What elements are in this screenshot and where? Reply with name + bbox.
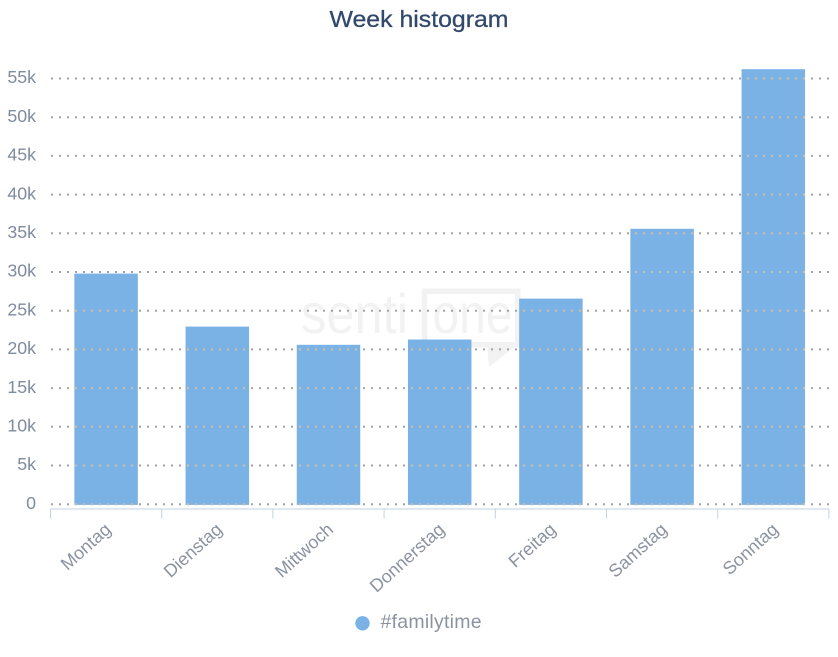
svg-text:25k: 25k <box>7 299 36 319</box>
svg-text:one: one <box>433 282 513 345</box>
svg-text:50k: 50k <box>7 106 36 126</box>
svg-text:Week histogram: Week histogram <box>330 6 509 32</box>
svg-text:5k: 5k <box>17 454 36 474</box>
svg-text:20k: 20k <box>7 338 36 358</box>
svg-text:#familytime: #familytime <box>381 611 482 633</box>
svg-text:15k: 15k <box>7 377 36 397</box>
svg-text:35k: 35k <box>7 222 36 242</box>
svg-text:55k: 55k <box>7 67 36 87</box>
svg-text:45k: 45k <box>7 145 36 165</box>
svg-text:40k: 40k <box>7 183 36 203</box>
svg-text:senti: senti <box>301 282 408 345</box>
svg-text:10k: 10k <box>7 416 36 436</box>
svg-text:30k: 30k <box>7 261 36 281</box>
svg-text:0: 0 <box>26 493 36 513</box>
